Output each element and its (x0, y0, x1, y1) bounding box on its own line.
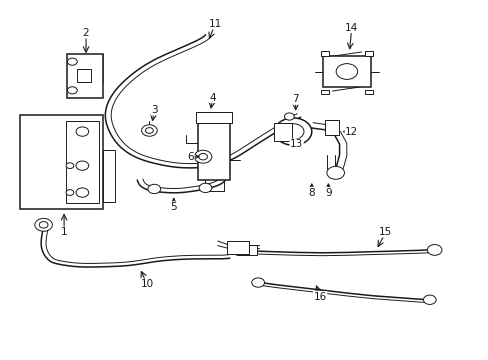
Text: 15: 15 (379, 227, 392, 237)
Bar (364, 51, 372, 55)
Text: 5: 5 (170, 202, 177, 212)
Circle shape (142, 125, 157, 136)
Text: 16: 16 (313, 292, 326, 302)
Bar (196, 112, 231, 123)
Bar (322, 56, 370, 87)
Circle shape (194, 150, 211, 163)
Text: 8: 8 (308, 188, 314, 198)
Circle shape (67, 58, 77, 65)
Text: 13: 13 (289, 139, 303, 149)
Bar (66, 54, 103, 98)
Text: 10: 10 (140, 279, 153, 289)
Circle shape (231, 246, 243, 255)
Text: 14: 14 (345, 23, 358, 33)
Text: 6: 6 (187, 152, 194, 162)
Bar (325, 120, 338, 135)
Circle shape (76, 161, 88, 170)
Circle shape (284, 113, 294, 120)
Circle shape (76, 127, 88, 136)
Text: 4: 4 (209, 93, 216, 103)
Text: 2: 2 (82, 28, 89, 38)
Bar (273, 123, 292, 140)
Circle shape (67, 87, 77, 94)
Text: 1: 1 (61, 227, 67, 237)
Circle shape (76, 188, 88, 197)
Bar (321, 90, 328, 94)
Bar (364, 90, 372, 94)
Circle shape (427, 244, 441, 255)
Bar (237, 244, 256, 255)
Bar (321, 51, 328, 55)
Text: 7: 7 (292, 94, 298, 104)
Circle shape (148, 184, 160, 194)
Bar (198, 123, 229, 180)
Circle shape (274, 118, 311, 145)
Text: 3: 3 (151, 105, 157, 115)
Bar (227, 241, 249, 253)
Text: 11: 11 (208, 19, 222, 29)
Circle shape (35, 219, 52, 231)
Circle shape (199, 183, 211, 193)
Text: 12: 12 (345, 127, 358, 136)
Bar (66, 121, 99, 203)
Circle shape (39, 222, 48, 228)
Circle shape (198, 153, 207, 160)
Bar (103, 150, 115, 202)
Circle shape (423, 295, 435, 305)
Bar (20, 116, 103, 209)
Bar (77, 69, 91, 82)
Circle shape (282, 124, 304, 139)
Circle shape (66, 190, 74, 195)
Circle shape (145, 128, 153, 134)
Circle shape (251, 278, 264, 287)
Circle shape (66, 163, 74, 168)
Text: 9: 9 (325, 188, 331, 198)
Circle shape (326, 166, 344, 179)
Circle shape (335, 64, 357, 80)
